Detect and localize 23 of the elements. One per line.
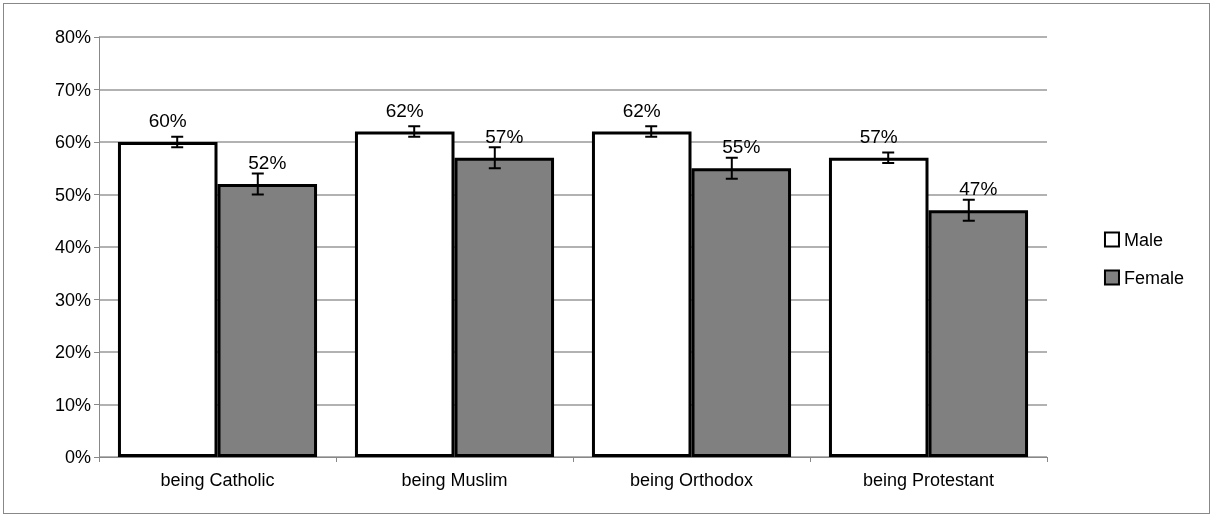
data-label: 47% <box>959 178 998 200</box>
data-label: 62% <box>622 99 661 121</box>
x-tick-label: being Muslim <box>401 470 508 490</box>
x-tick-label: being Catholic <box>160 470 275 490</box>
data-label: 57% <box>859 125 898 147</box>
legend-label: Male <box>1123 229 1163 250</box>
data-label: 55% <box>722 136 761 158</box>
x-tick-label: being Orthodox <box>629 470 754 490</box>
y-tick-label: 70% <box>54 79 91 100</box>
y-tick-label: 50% <box>54 184 91 205</box>
legend-label: Female <box>1123 267 1185 288</box>
y-tick-label: 20% <box>54 342 91 362</box>
y-tick-label: 40% <box>54 237 91 257</box>
y-tick-label: 10% <box>54 394 91 415</box>
x-tick-label: being Protestant <box>862 470 995 490</box>
y-tick-label: 30% <box>54 289 91 310</box>
y-tick-label: 60% <box>54 132 91 152</box>
data-label: 60% <box>148 110 187 131</box>
y-tick-label: 0% <box>64 447 91 467</box>
data-label: 62% <box>385 99 424 121</box>
data-label: 52% <box>248 152 287 173</box>
data-label: 57% <box>485 125 524 147</box>
y-tick-label: 80% <box>54 27 91 47</box>
